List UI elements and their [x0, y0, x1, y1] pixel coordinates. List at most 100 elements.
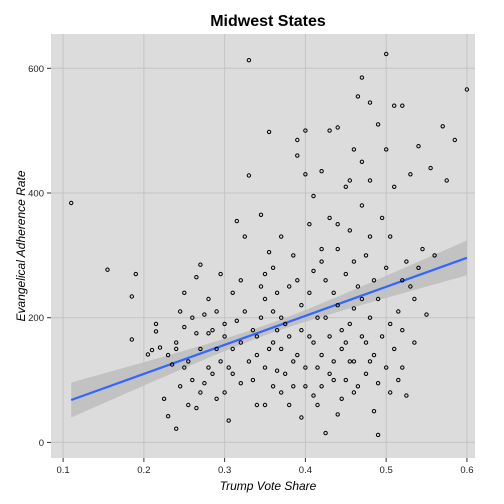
x-tick-label: 0.1 [57, 465, 70, 476]
data-point [230, 371, 235, 376]
data-point [319, 246, 324, 252]
data-point [404, 393, 409, 398]
data-point [270, 340, 276, 345]
data-point [238, 340, 244, 345]
data-point [190, 377, 195, 383]
data-point [388, 234, 393, 239]
y-tick-label: 0 [39, 438, 44, 449]
x-tick-label: 0.6 [460, 465, 473, 476]
data-point [315, 315, 320, 320]
data-point [198, 390, 203, 395]
data-point [416, 144, 421, 149]
data-point [335, 125, 340, 130]
data-point [331, 359, 336, 364]
data-point [319, 169, 324, 174]
data-point [355, 384, 361, 389]
data-point [327, 334, 332, 339]
data-point [299, 328, 304, 333]
data-point [335, 303, 340, 308]
data-point [379, 215, 385, 221]
data-point [222, 390, 227, 395]
data-point [396, 309, 401, 314]
data-point [335, 222, 340, 227]
data-point [274, 368, 280, 373]
data-point [165, 352, 171, 358]
data-point [408, 284, 413, 289]
data-point [375, 381, 381, 386]
data-point [186, 359, 191, 364]
data-point [266, 129, 272, 135]
data-point [129, 337, 135, 342]
data-point [303, 172, 308, 177]
data-point [202, 312, 207, 317]
data-point [299, 303, 304, 308]
data-point [105, 267, 110, 272]
data-point [295, 352, 300, 358]
data-point [347, 321, 352, 327]
data-point [270, 384, 276, 389]
data-point [242, 309, 248, 314]
data-point [206, 296, 211, 302]
data-point [359, 203, 365, 208]
data-point [283, 371, 288, 376]
data-point [210, 328, 215, 333]
data-point [234, 318, 240, 323]
data-point [194, 405, 199, 411]
data-point [174, 346, 179, 352]
data-point [404, 259, 409, 264]
data-point [412, 340, 417, 345]
data-point [343, 271, 348, 277]
data-point [408, 172, 413, 177]
data-point [287, 402, 292, 408]
data-point [149, 347, 155, 353]
data-point [234, 218, 240, 224]
data-point [339, 346, 344, 352]
data-point [400, 365, 405, 370]
data-point [174, 426, 179, 431]
chart-title: Midwest States [210, 13, 326, 30]
data-point [258, 284, 264, 289]
data-point [384, 365, 389, 370]
x-axis-ticks: 0.1 0.2 0.3 0.4 0.5 0.6 [57, 458, 474, 476]
data-point [351, 147, 357, 152]
data-point [198, 262, 203, 267]
data-point [452, 137, 457, 143]
data-point [392, 103, 397, 108]
data-point [133, 271, 139, 277]
x-axis-label: Trump Vote Share [220, 479, 317, 493]
data-point [258, 212, 264, 218]
data-point [343, 377, 348, 383]
data-point [145, 352, 151, 357]
data-point [384, 265, 389, 270]
data-point [206, 331, 211, 336]
y-axis-label: Evangelical Adherence Rate [14, 170, 28, 321]
grid-lines [51, 34, 475, 458]
data-point [392, 346, 397, 352]
data-point [371, 409, 377, 414]
data-point [222, 321, 227, 327]
data-point [335, 412, 340, 417]
data-point [327, 128, 332, 133]
data-point [363, 253, 369, 258]
data-point [295, 278, 300, 283]
data-point [424, 312, 429, 317]
data-point [396, 377, 401, 383]
data-point [262, 402, 268, 408]
data-point [194, 331, 199, 336]
data-point [351, 390, 357, 395]
data-point [299, 415, 304, 420]
data-point [178, 384, 183, 389]
data-point [416, 265, 421, 270]
data-point [371, 352, 377, 358]
data-point [279, 234, 284, 239]
data-point [355, 94, 361, 99]
data-point [339, 328, 344, 333]
data-point [343, 184, 348, 190]
data-point [343, 340, 348, 345]
data-point [315, 402, 320, 408]
data-point [347, 178, 352, 183]
data-point [400, 278, 405, 283]
data-point [384, 147, 389, 152]
data-point [246, 359, 252, 364]
data-point [230, 346, 235, 352]
